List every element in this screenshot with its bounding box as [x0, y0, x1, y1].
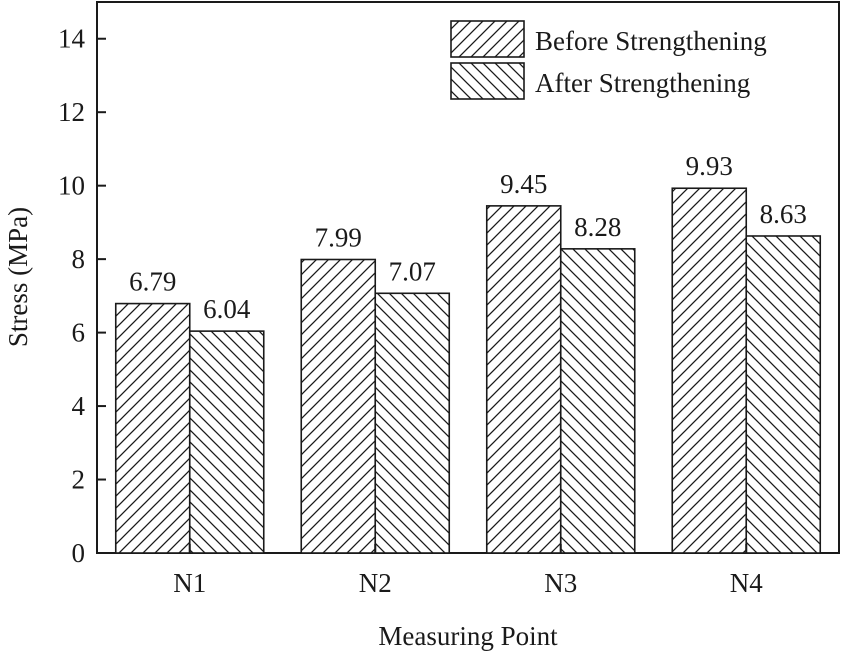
bar-after-n1 [188, 330, 265, 554]
data-label-before-n1: 6.79 [129, 267, 176, 297]
bar-before-n2 [300, 258, 377, 554]
y-tick-label: 6 [72, 318, 86, 348]
bar-before-n1 [114, 302, 191, 554]
y-tick-label: 12 [58, 97, 85, 127]
data-label-after-n3: 8.28 [574, 212, 621, 242]
data-label-after-n1: 6.04 [203, 294, 251, 324]
legend-swatch-before [450, 20, 525, 58]
x-tick-label-n4: N4 [730, 568, 763, 598]
y-axis-title: Stress (MPa) [3, 207, 33, 347]
bar-after-n2 [374, 292, 451, 554]
bar-before-n3 [485, 205, 562, 554]
x-axis-title: Measuring Point [378, 621, 558, 651]
bar-before-n4 [671, 187, 748, 554]
y-tick-label: 2 [72, 465, 86, 495]
legend-label-after: After Strengthening [535, 68, 750, 98]
plot-frame [96, 1, 840, 554]
data-label-after-n4: 8.63 [760, 199, 807, 229]
bar-after-n3 [559, 248, 636, 554]
y-tick-label: 0 [72, 538, 86, 568]
legend: Before Strengthening After Strengthening [450, 20, 767, 100]
data-label-before-n4: 9.93 [686, 151, 733, 181]
legend-swatch-after [450, 62, 525, 100]
y-axis: 0 2 4 6 8 10 12 14 [58, 24, 106, 568]
bars [114, 187, 822, 554]
bar-after-n4 [745, 235, 822, 554]
data-label-before-n3: 9.45 [500, 169, 547, 199]
data-labels: 6.79 6.04 7.99 7.07 9.45 8.28 9.93 8.63 [129, 151, 807, 324]
data-label-before-n2: 7.99 [315, 223, 362, 253]
x-tick-label-n1: N1 [173, 568, 206, 598]
x-axis: N1 N2 N3 N4 [173, 544, 763, 598]
y-tick-label: 4 [72, 391, 86, 421]
x-tick-label-n2: N2 [359, 568, 392, 598]
data-label-after-n2: 7.07 [389, 256, 436, 286]
y-tick-label: 10 [58, 171, 85, 201]
x-tick-label-n3: N3 [544, 568, 577, 598]
legend-label-before: Before Strengthening [535, 26, 767, 56]
y-tick-label: 8 [72, 244, 86, 274]
y-tick-label: 14 [58, 24, 86, 54]
